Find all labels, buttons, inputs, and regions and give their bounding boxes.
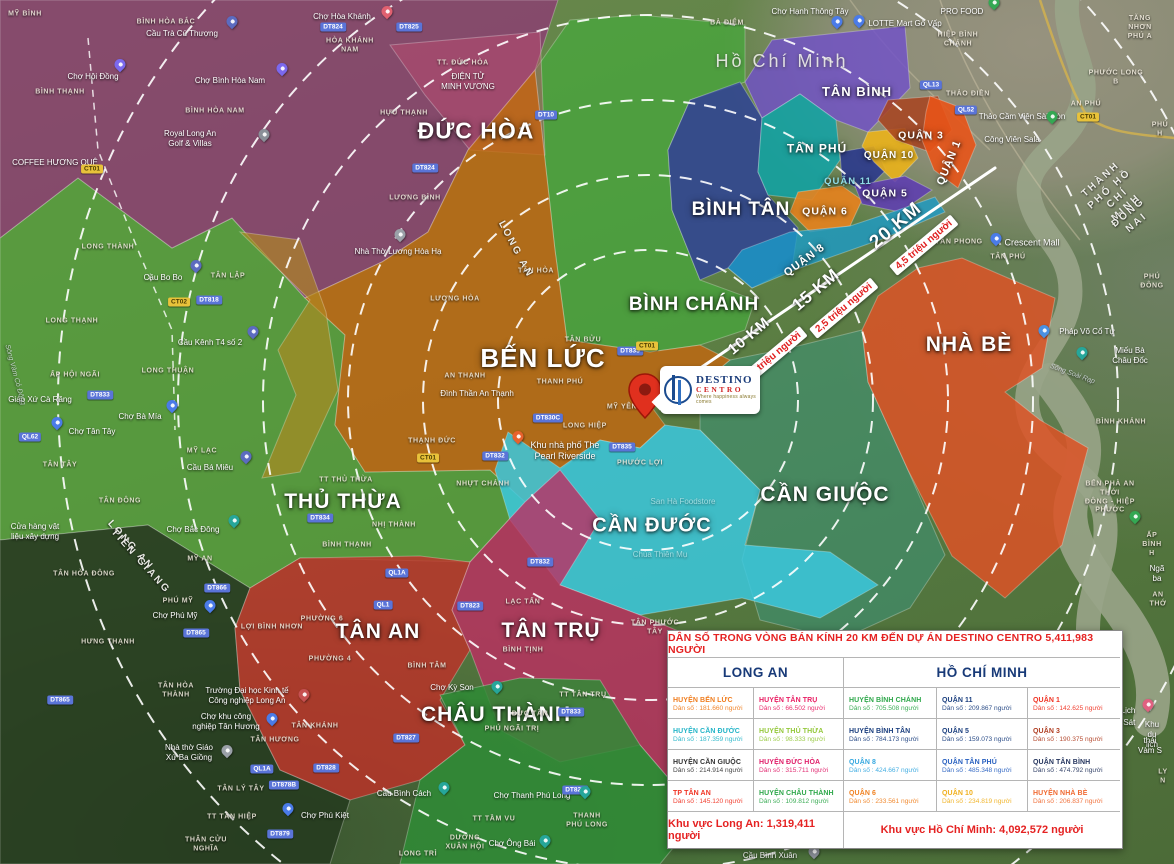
- radius-ring-6: [57, 0, 1174, 864]
- district-population: Dân số : 190.375 người: [1033, 736, 1103, 744]
- district-population: Dân số : 209.867 người: [942, 705, 1012, 713]
- table-cell: QUẬN 8 Dân số : 424.667 người: [844, 750, 937, 781]
- district-name: QUẬN 10: [942, 789, 974, 797]
- logo-tagline: Where happiness always comes: [696, 393, 756, 406]
- district-population: Dân số : 187.359 người: [673, 736, 743, 744]
- district-name: HUYỆN BÌNH TÂN: [849, 727, 911, 735]
- district-population: Dân số : 474.792 người: [1033, 767, 1103, 775]
- district-population: Dân số : 214.914 người: [673, 767, 743, 775]
- district-population: Dân số : 159.073 người: [942, 736, 1012, 744]
- district-name: HUYỆN CẦN ĐƯỚC: [673, 727, 740, 735]
- table-cell: QUẬN 1 Dân số : 142.625 người: [1028, 688, 1120, 719]
- population-table: DÂN SỐ TRONG VÒNG BÁN KÍNH 20 KM ĐẾN DỰ …: [667, 630, 1123, 849]
- destino-centro-logo-card[interactable]: DESTINO CENTRO Where happiness always co…: [660, 366, 760, 414]
- logo-subtitle: CENTRO: [696, 385, 744, 395]
- district-population: Dân số : 234.819 người: [942, 798, 1012, 806]
- district-population: Dân số : 109.812 người: [759, 798, 829, 806]
- district-name: QUẬN 5: [942, 727, 970, 735]
- road-line-0: [939, 0, 1081, 241]
- table-cell: HUYỆN CHÂU THÀNH Dân số : 109.812 người: [754, 781, 844, 812]
- table-footer-total-long-an: Khu vực Long An: 1,319,411 người: [668, 812, 844, 848]
- radius-ring-1: [497, 249, 799, 551]
- logo-title: DESTINO: [696, 374, 753, 387]
- district-name: HUYỆN ĐỨC HÒA: [759, 758, 821, 766]
- district-name: QUẬN 6: [849, 789, 877, 797]
- radius-axis-line: [666, 166, 997, 392]
- district-name: QUẬN 3: [1033, 727, 1061, 735]
- river-0: [1015, 0, 1118, 662]
- table-cell: HUYỆN CẦN ĐƯỚC Dân số : 187.359 người: [668, 719, 754, 750]
- district-name: QUẬN 1: [1033, 696, 1061, 704]
- district-name: HUYỆN BÌNH CHÁNH: [849, 696, 922, 704]
- district-name: HUYỆN CHÂU THÀNH: [759, 789, 834, 797]
- table-cell: HUYỆN BÌNH TÂN Dân số : 784.173 người: [844, 719, 937, 750]
- table-group-header-long-an: LONG AN: [668, 658, 844, 688]
- expressway-dashed-line: [87, 37, 176, 431]
- district-population: Dân số : 424.667 người: [849, 767, 919, 775]
- table-cell: HUYỆN THỦ THỪA Dân số : 98.333 người: [754, 719, 844, 750]
- table-cell: QUẬN 3 Dân số : 190.375 người: [1028, 719, 1120, 750]
- table-cell: HUYỆN TÂN TRỤ Dân số : 66.502 người: [754, 688, 844, 719]
- district-name: TP TÂN AN: [673, 789, 711, 797]
- district-name: HUYỆN NHÀ BÈ: [1033, 789, 1088, 797]
- district-population: Dân số : 784.173 người: [849, 736, 919, 744]
- district-population: Dân số : 206.837 người: [1033, 798, 1103, 806]
- district-population: Dân số : 315.711 người: [759, 767, 829, 775]
- radius-ring-3: [347, 99, 949, 701]
- district-name: QUẬN TÂN BÌNH: [1033, 758, 1091, 766]
- radius-ring-2: [422, 174, 874, 626]
- table-cell: HUYỆN NHÀ BÈ Dân số : 206.837 người: [1028, 781, 1120, 812]
- district-population: Dân số : 66.502 người: [759, 705, 825, 713]
- district-name: QUẬN TÂN PHÚ: [942, 758, 997, 766]
- table-cell: TP TÂN AN Dân số : 145.120 người: [668, 781, 754, 812]
- region-gold_strip: [238, 231, 339, 479]
- table-cell: HUYỆN CẦN GIUỘC Dân số : 214.914 người: [668, 750, 754, 781]
- table-cell: QUẬN 5 Dân số : 159.073 người: [937, 719, 1028, 750]
- table-cell: HUYỆN ĐỨC HÒA Dân số : 315.711 người: [754, 750, 844, 781]
- district-name: QUẬN 11: [942, 696, 973, 704]
- region-quan_1: [921, 95, 977, 189]
- district-population: Dân số : 233.561 người: [849, 798, 919, 806]
- table-cell: QUẬN TÂN PHÚ Dân số : 485.348 người: [937, 750, 1028, 781]
- table-cell: QUẬN TÂN BÌNH Dân số : 474.792 người: [1028, 750, 1120, 781]
- destino-centro-logo-icon: [664, 375, 692, 405]
- district-name: HUYỆN BẾN LỨC: [673, 696, 733, 704]
- river-1: [1033, 363, 1171, 737]
- table-cell: HUYỆN BẾN LỨC Dân số : 181.660 người: [668, 688, 754, 719]
- table-cell: QUẬN 10 Dân số : 234.819 người: [937, 781, 1028, 812]
- table-cell: QUẬN 11 Dân số : 209.867 người: [937, 688, 1028, 719]
- district-population: Dân số : 485.348 người: [942, 767, 1012, 775]
- district-population: Dân số : 98.333 người: [759, 736, 825, 744]
- region-nha_be: [861, 257, 1089, 599]
- district-name: HUYỆN TÂN TRỤ: [759, 696, 818, 704]
- table-cell: HUYỆN BÌNH CHÁNH Dân số : 705.508 người: [844, 688, 937, 719]
- table-group-header-ho-chi-minh: HỒ CHÍ MINH: [844, 658, 1120, 688]
- radius-ring-4: [262, 14, 1034, 786]
- district-population: Dân số : 705.508 người: [849, 705, 919, 713]
- table-cell: QUẬN 6 Dân số : 233.561 người: [844, 781, 937, 812]
- radius-ring-5: [177, 0, 1119, 864]
- region-quan_8: [727, 196, 946, 289]
- table-footer-total-ho-chi-minh: Khu vực Hồ Chí Minh: 4,092,572 người: [880, 824, 1084, 836]
- district-population: Dân số : 145.120 người: [673, 798, 743, 806]
- district-name: HUYỆN CẦN GIUỘC: [673, 758, 742, 766]
- district-name: HUYỆN THỦ THỪA: [759, 727, 824, 735]
- district-name: QUẬN 8: [849, 758, 877, 766]
- district-population: Dân số : 181.660 người: [673, 705, 743, 713]
- population-table-title: DÂN SỐ TRONG VÒNG BÁN KÍNH 20 KM ĐẾN DỰ …: [668, 631, 1120, 658]
- region-tan_phu: [757, 93, 841, 201]
- district-population: Dân số : 142.625 người: [1033, 705, 1103, 713]
